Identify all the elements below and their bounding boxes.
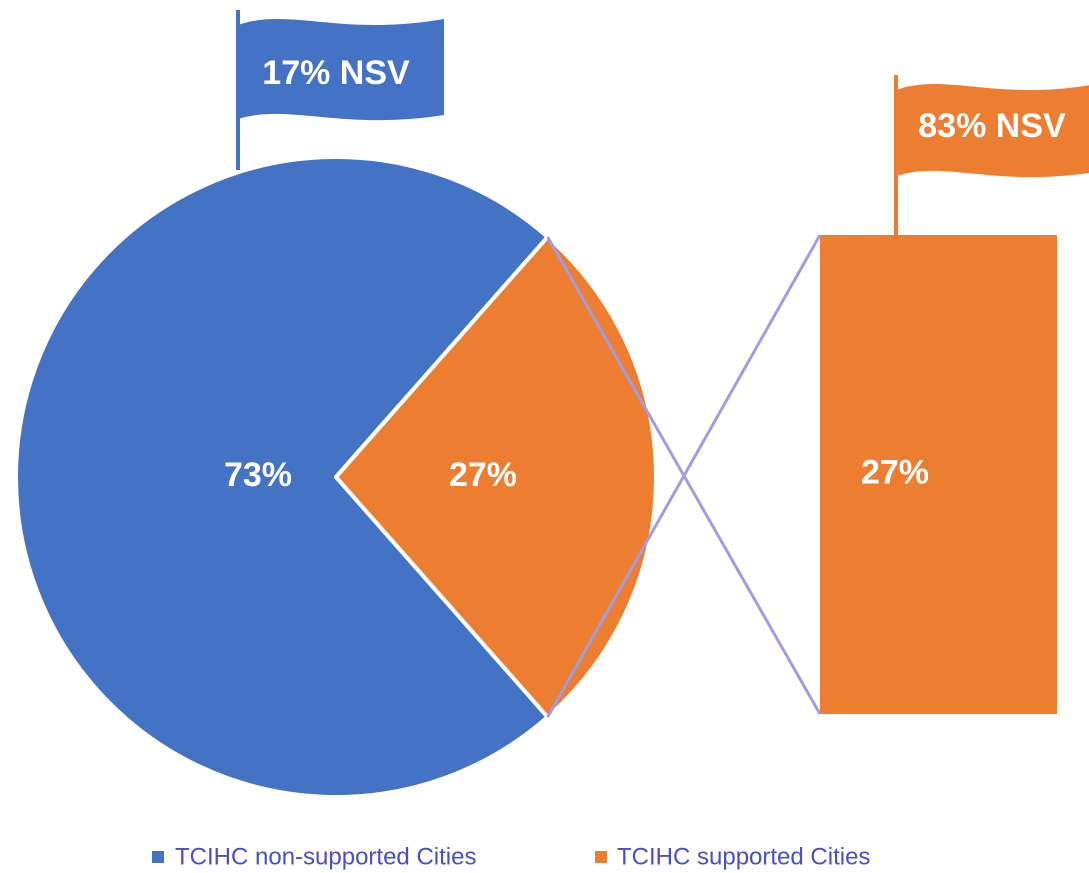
annotation: 83% NSV: [918, 107, 1066, 145]
pie-slice: [14, 155, 550, 799]
connector-line: [546, 234, 822, 718]
pie-slice: [334, 234, 658, 720]
breakout-label: 27%: [861, 453, 929, 491]
legend-swatch: [152, 851, 164, 863]
flag: [896, 84, 1089, 178]
legend-label: TCIHC supported Cities: [617, 843, 870, 870]
flag: [238, 19, 444, 121]
legend-label: TCIHC non-supported Cities: [175, 843, 476, 870]
legend-swatch: [595, 851, 607, 863]
data-label: 27%: [449, 456, 517, 494]
breakout-bar: [820, 235, 1057, 714]
annotation: 17% NSV: [262, 54, 410, 92]
data-label: 73%: [224, 456, 292, 494]
